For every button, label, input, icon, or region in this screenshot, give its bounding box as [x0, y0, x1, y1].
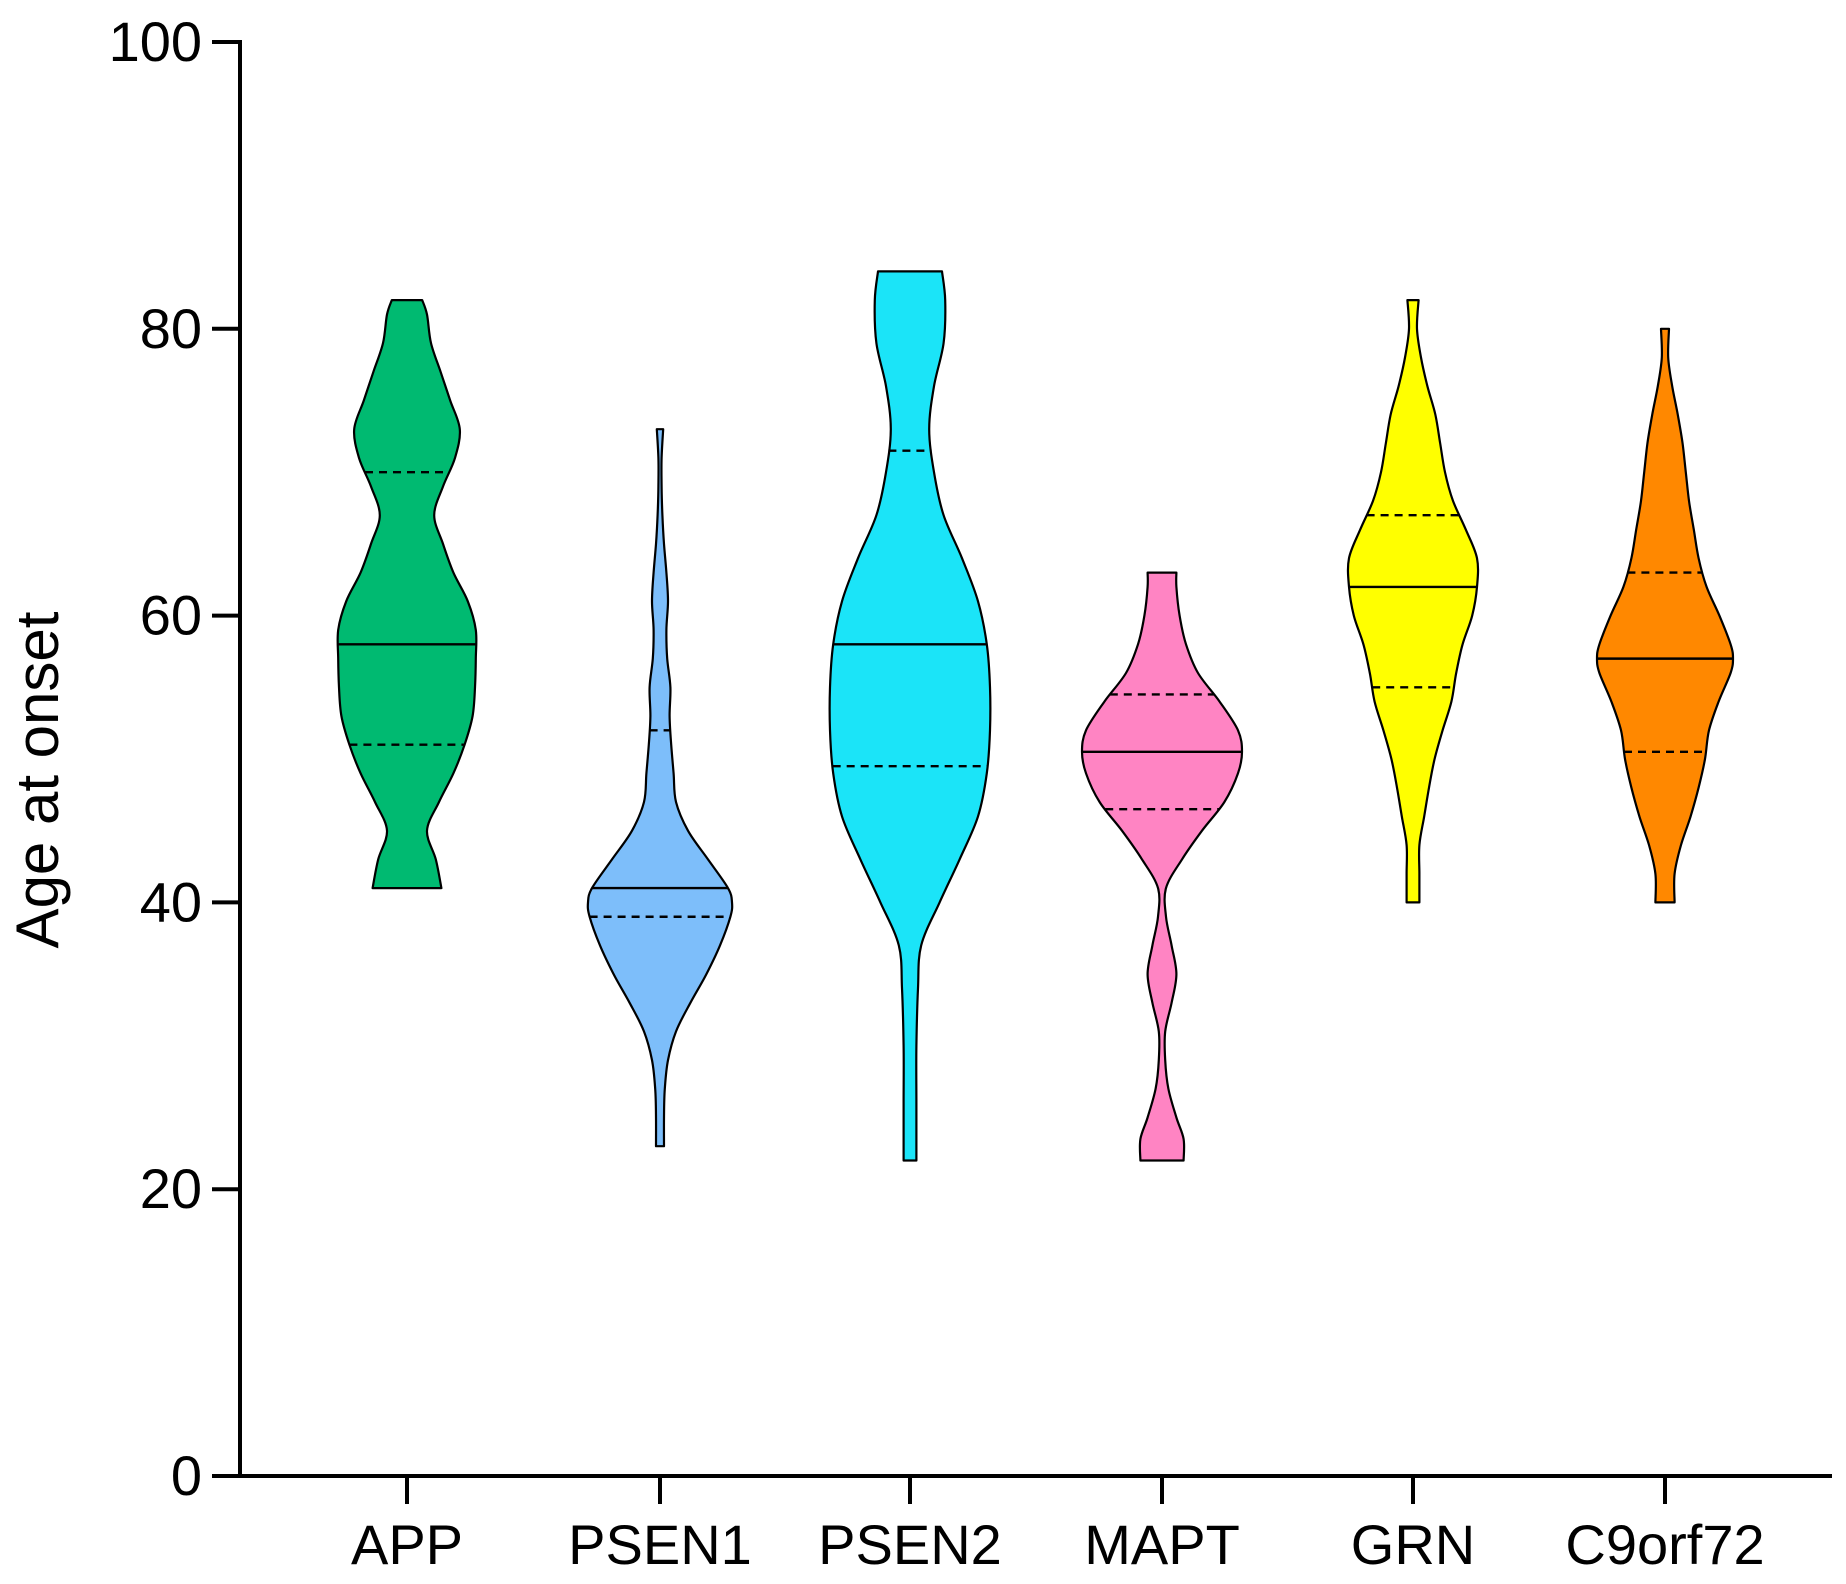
axes-layer: 0 20 40 60 80 100 APP PSEN1 PSEN2 MAPT GRN C9orf72	[109, 10, 1832, 1576]
y-tick-label: 0	[171, 1444, 202, 1507]
violin-body-c9orf72	[1595, 327, 1735, 904]
violin-body-psen1	[586, 428, 734, 1148]
violin-mapt	[1080, 571, 1244, 1162]
violin-grn	[1346, 299, 1480, 904]
violin-body-grn	[1346, 299, 1480, 904]
x-tick-label: PSEN1	[568, 1513, 752, 1576]
y-tick-label: 100	[109, 10, 202, 73]
x-tick-label: GRN	[1351, 1513, 1475, 1576]
x-tick-label: C9orf72	[1565, 1513, 1764, 1576]
y-tick-label: 60	[140, 584, 202, 647]
violin-psen2	[828, 270, 992, 1162]
violin-psen1	[586, 428, 734, 1148]
y-tick-label: 40	[140, 870, 202, 933]
x-tick-label: APP	[351, 1513, 463, 1576]
x-tick-label: MAPT	[1084, 1513, 1240, 1576]
violin-body-psen2	[828, 270, 992, 1162]
violin-app	[336, 299, 478, 890]
y-axis-title: Age at onset	[4, 611, 71, 948]
violins-layer	[336, 270, 1735, 1162]
y-tick-label: 20	[140, 1157, 202, 1220]
violin-body-mapt	[1080, 571, 1244, 1162]
violin-c9orf72	[1595, 327, 1735, 904]
x-tick-label: PSEN2	[818, 1513, 1002, 1576]
y-tick-label: 80	[140, 297, 202, 360]
violin-body-app	[336, 299, 478, 890]
